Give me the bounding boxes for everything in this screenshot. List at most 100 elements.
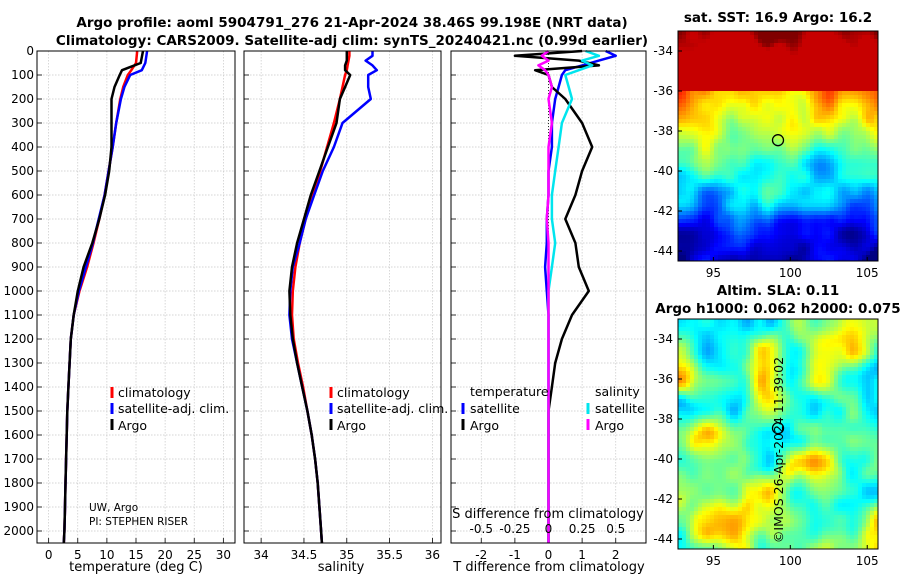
- map-cell: [782, 459, 787, 464]
- map-cell: [774, 247, 779, 252]
- map-cell: [862, 255, 867, 260]
- map-cell: [706, 75, 711, 80]
- map-cell: [678, 39, 683, 44]
- map-cell: [770, 131, 775, 136]
- map-cell: [710, 135, 715, 140]
- map-cell: [690, 247, 695, 252]
- map-cell: [814, 387, 819, 392]
- map-cell: [818, 131, 823, 136]
- map-cell: [790, 71, 795, 76]
- map-cell: [790, 347, 795, 352]
- map-cell: [794, 187, 799, 192]
- map-cell: [686, 375, 691, 380]
- map-cell: [854, 43, 859, 48]
- map-cell: [690, 171, 695, 176]
- map-cell: [874, 323, 878, 328]
- map-cell: [818, 339, 823, 344]
- map-cell: [722, 219, 727, 224]
- map-cell: [810, 339, 815, 344]
- map-cell: [870, 239, 875, 244]
- map-cell: [706, 55, 711, 60]
- map-cell: [714, 359, 719, 364]
- map-cell: [714, 395, 719, 400]
- map-cell: [802, 151, 807, 156]
- map-cell: [814, 395, 819, 400]
- map-cell: [742, 463, 747, 468]
- map-cell: [814, 195, 819, 200]
- map-cell: [730, 175, 735, 180]
- map-cell: [774, 35, 779, 40]
- map-cell: [802, 87, 807, 92]
- map-cell: [862, 215, 867, 220]
- map-cell: [718, 451, 723, 456]
- map-cell: [766, 383, 771, 388]
- map-cell: [858, 399, 863, 404]
- map-cell: [798, 223, 803, 228]
- map-cell: [782, 59, 787, 64]
- map-cell: [726, 215, 731, 220]
- map-cell: [722, 251, 727, 256]
- map-cell: [802, 387, 807, 392]
- map-cell: [694, 399, 699, 404]
- map-cell: [870, 159, 875, 164]
- map-cell: [682, 367, 687, 372]
- map-cell: [718, 227, 723, 232]
- map-cell: [702, 371, 707, 376]
- map-cell: [802, 331, 807, 336]
- map-cell: [810, 203, 815, 208]
- map-cell: [766, 331, 771, 336]
- map-cell: [850, 455, 855, 460]
- map-cell: [682, 239, 687, 244]
- map-cell: [854, 379, 859, 384]
- map-cell: [686, 227, 691, 232]
- map-cell: [694, 367, 699, 372]
- map-cell: [714, 323, 719, 328]
- map-cell: [774, 115, 779, 120]
- map-cell: [682, 135, 687, 140]
- map-cell: [730, 115, 735, 120]
- map-cell: [830, 155, 835, 160]
- map-cell: [698, 47, 703, 52]
- map-cell: [830, 195, 835, 200]
- legend-label-argo: Argo: [118, 418, 147, 433]
- map-cell: [846, 67, 851, 72]
- map-cell: [854, 435, 859, 440]
- map-cell: [718, 407, 723, 412]
- map-cell: [826, 71, 831, 76]
- map-cell: [758, 255, 763, 260]
- map-cell: [766, 231, 771, 236]
- map-cell: [810, 235, 815, 240]
- map-cell: [874, 439, 878, 444]
- map-cell: [758, 223, 763, 228]
- map-cell: [858, 427, 863, 432]
- map-cell: [702, 111, 707, 116]
- map-cell: [694, 247, 699, 252]
- map-cell: [718, 207, 723, 212]
- map-cell: [838, 391, 843, 396]
- map-cell: [758, 383, 763, 388]
- map-cell: [802, 419, 807, 424]
- map-cell: [726, 63, 731, 68]
- map-cell: [730, 59, 735, 64]
- map-cell: [726, 459, 731, 464]
- map-cell: [694, 71, 699, 76]
- map-cell: [718, 195, 723, 200]
- map-cell: [710, 227, 715, 232]
- map-cell: [826, 75, 831, 80]
- map-cell: [830, 407, 835, 412]
- map-cell: [814, 147, 819, 152]
- map-cell: [714, 99, 719, 104]
- map-cell: [790, 255, 795, 260]
- map-cell: [750, 235, 755, 240]
- map-cell: [738, 47, 743, 52]
- map-cell: [678, 127, 683, 132]
- map-cell: [770, 103, 775, 108]
- map-cell: [758, 431, 763, 436]
- map-cell: [826, 35, 831, 40]
- map-cell: [722, 179, 727, 184]
- map-cell: [694, 255, 699, 260]
- map-cell: [874, 407, 878, 412]
- map-cell: [742, 331, 747, 336]
- map-cell: [818, 51, 823, 56]
- map-cell: [766, 243, 771, 248]
